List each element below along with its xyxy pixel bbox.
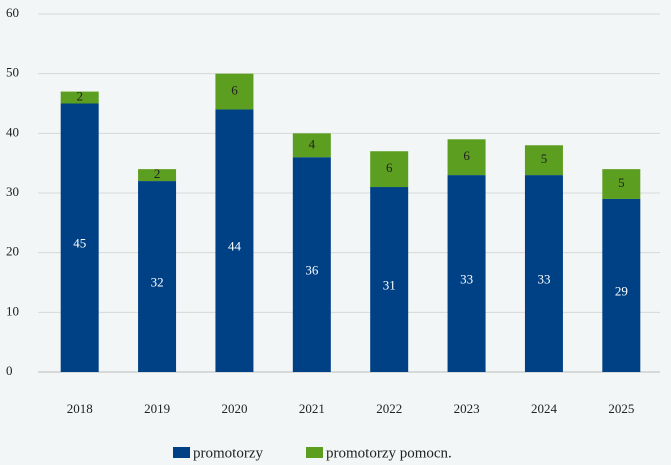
- x-tick-label: 2021: [299, 401, 325, 416]
- data-label: 33: [537, 272, 550, 287]
- legend-label: promotorzy: [193, 445, 263, 461]
- data-label: 29: [615, 283, 628, 298]
- y-tick-label: 10: [6, 303, 19, 318]
- bar-segment: [524, 145, 563, 176]
- x-tick-label: 2022: [376, 401, 402, 416]
- y-tick-label: 30: [6, 184, 19, 199]
- y-tick-label: 0: [6, 363, 13, 378]
- legend-label: promotorzy pomocn.: [326, 445, 452, 461]
- legend-swatch: [173, 447, 190, 458]
- bar-segment: [447, 139, 486, 176]
- bar-segment: [215, 109, 254, 372]
- bar-segment: [292, 157, 331, 372]
- data-label: 6: [386, 160, 393, 175]
- data-label: 31: [383, 278, 396, 293]
- data-label: 36: [305, 263, 319, 278]
- data-label: 33: [460, 272, 473, 287]
- bar-segment: [370, 187, 409, 372]
- bar-segment: [602, 198, 641, 372]
- bar-segment: [138, 169, 177, 182]
- bar-segment: [215, 73, 254, 110]
- data-label: 6: [231, 83, 238, 98]
- bar-segment: [60, 103, 99, 372]
- data-label: 32: [151, 275, 164, 290]
- data-label: 5: [618, 175, 625, 190]
- bar-segment: [370, 151, 409, 188]
- legend-swatch: [306, 447, 323, 458]
- data-label: 2: [154, 166, 161, 181]
- data-label: 44: [228, 239, 242, 254]
- y-tick-label: 60: [6, 5, 19, 20]
- y-tick-label: 40: [6, 124, 19, 139]
- x-tick-label: 2024: [531, 401, 558, 416]
- y-tick-label: 20: [6, 244, 19, 259]
- bar-segment: [60, 91, 99, 104]
- data-label: 4: [309, 136, 316, 151]
- bar-segment: [138, 181, 177, 372]
- bar-segment: [292, 133, 331, 158]
- bar-segment: [524, 175, 563, 372]
- y-tick-label: 50: [6, 65, 19, 80]
- x-tick-label: 2023: [454, 401, 480, 416]
- x-tick-label: 2025: [608, 401, 634, 416]
- data-label: 5: [541, 151, 548, 166]
- bar-segment: [447, 175, 486, 372]
- data-label: 2: [76, 89, 83, 104]
- bar-segment: [602, 169, 641, 199]
- x-tick-label: 2020: [221, 401, 247, 416]
- x-tick-label: 2018: [67, 401, 93, 416]
- data-label: 45: [73, 236, 86, 251]
- x-tick-label: 2019: [144, 401, 170, 416]
- data-label: 6: [463, 148, 470, 163]
